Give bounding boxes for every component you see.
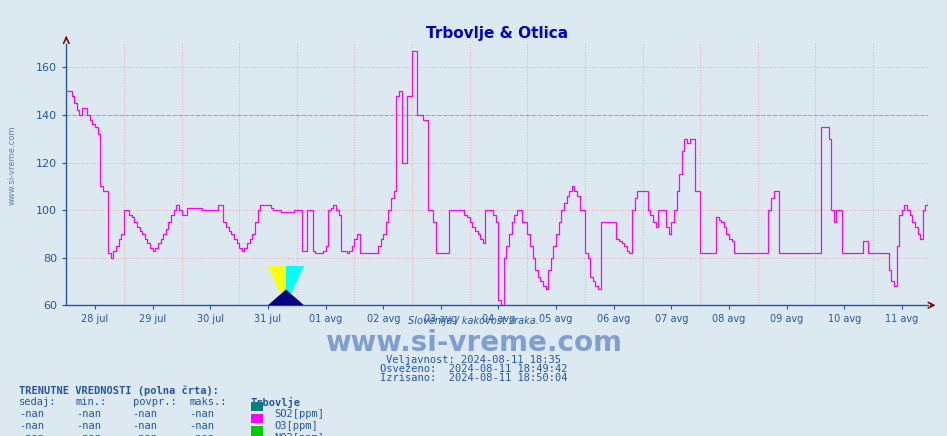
Text: SO2[ppm]: SO2[ppm] <box>275 409 325 419</box>
Text: -nan: -nan <box>76 421 100 431</box>
Text: -nan: -nan <box>76 433 100 436</box>
Text: NO2[ppm]: NO2[ppm] <box>275 433 325 436</box>
Text: www.si-vreme.com: www.si-vreme.com <box>325 329 622 357</box>
Text: -nan: -nan <box>19 433 44 436</box>
Text: sedaj:: sedaj: <box>19 397 57 407</box>
Text: TRENUTNE VREDNOSTI (polna črta):: TRENUTNE VREDNOSTI (polna črta): <box>19 386 219 396</box>
Text: -nan: -nan <box>19 409 44 419</box>
Text: -nan: -nan <box>76 409 100 419</box>
Text: O3[ppm]: O3[ppm] <box>275 421 318 431</box>
Title: Trbovlje & Otlica: Trbovlje & Otlica <box>426 26 568 41</box>
Text: -nan: -nan <box>189 421 214 431</box>
Text: maks.:: maks.: <box>189 397 227 407</box>
Text: Izrisano:  2024-08-11 18:50:04: Izrisano: 2024-08-11 18:50:04 <box>380 373 567 383</box>
Text: -nan: -nan <box>133 421 157 431</box>
Text: Trbovlje: Trbovlje <box>251 397 301 408</box>
Text: www.si-vreme.com: www.si-vreme.com <box>8 126 17 205</box>
Text: Veljavnost: 2024-08-11 18:35: Veljavnost: 2024-08-11 18:35 <box>386 355 561 365</box>
Text: -nan: -nan <box>19 421 44 431</box>
Text: -nan: -nan <box>133 409 157 419</box>
Text: Osveženo:  2024-08-11 18:49:42: Osveženo: 2024-08-11 18:49:42 <box>380 364 567 374</box>
Text: povpr.:: povpr.: <box>133 397 176 407</box>
Text: Slovenija / kakovost zraka.: Slovenija / kakovost zraka. <box>408 316 539 326</box>
Text: -nan: -nan <box>189 433 214 436</box>
Text: -nan: -nan <box>189 409 214 419</box>
Text: -nan: -nan <box>133 433 157 436</box>
Text: min.:: min.: <box>76 397 107 407</box>
